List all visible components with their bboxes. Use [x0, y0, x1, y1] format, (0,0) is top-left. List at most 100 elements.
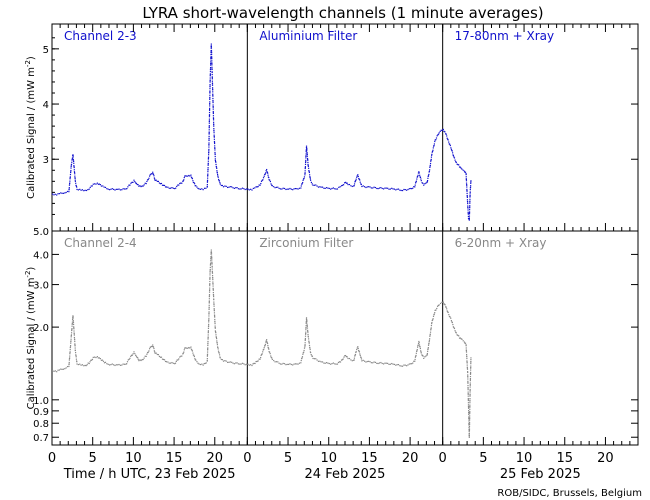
data-point	[366, 360, 368, 363]
data-point	[254, 362, 256, 365]
data-point	[206, 179, 209, 181]
data-point	[181, 182, 183, 184]
data-point	[412, 362, 414, 364]
y-tick-label: 3.0	[33, 281, 49, 292]
data-point	[449, 144, 451, 147]
data-point	[308, 338, 310, 340]
data-point	[203, 363, 205, 365]
data-point	[211, 265, 213, 267]
data-point	[214, 331, 217, 333]
data-point	[273, 359, 275, 362]
x-tick-label: 5	[89, 451, 97, 466]
data-point	[58, 369, 60, 371]
data-point	[290, 363, 292, 366]
data-point	[147, 178, 149, 181]
y-tick-label: 5.0	[33, 227, 49, 238]
data-point	[74, 347, 76, 349]
data-point	[126, 363, 128, 365]
data-point	[65, 191, 67, 194]
data-point	[214, 326, 216, 329]
data-point	[210, 49, 213, 52]
data-point	[373, 186, 375, 188]
data-point	[137, 184, 139, 186]
data-point	[226, 361, 229, 363]
data-point	[270, 356, 272, 358]
data-point	[212, 117, 215, 119]
data-point	[210, 258, 212, 260]
data-point	[469, 207, 471, 209]
data-point	[317, 186, 320, 188]
data-point	[60, 368, 62, 370]
data-point	[60, 192, 62, 194]
data-point	[208, 313, 210, 315]
data-point	[433, 313, 435, 315]
data-point	[470, 357, 472, 359]
data-point	[342, 358, 344, 360]
data-point	[213, 314, 216, 316]
data-point	[145, 355, 147, 357]
data-point	[207, 342, 209, 344]
data-point	[70, 171, 72, 173]
data-point	[335, 363, 337, 365]
data-point	[99, 184, 102, 186]
data-point	[216, 344, 219, 346]
data-point	[208, 142, 210, 144]
data-point	[248, 189, 250, 191]
data-point	[285, 364, 287, 366]
data-point	[90, 359, 92, 361]
data-point	[309, 174, 311, 176]
data-point	[277, 186, 279, 188]
data-point	[188, 346, 190, 349]
data-point	[95, 356, 97, 359]
data-point	[306, 323, 308, 325]
data-point	[213, 124, 215, 126]
data-point	[239, 188, 241, 190]
data-point	[338, 361, 341, 363]
data-point	[279, 363, 282, 365]
data-point	[209, 86, 211, 88]
data-point	[255, 360, 257, 363]
data-point	[270, 183, 272, 185]
data-point	[395, 364, 397, 366]
data-point	[210, 256, 212, 258]
data-point	[466, 355, 468, 357]
data-point	[150, 173, 152, 175]
data-point	[135, 182, 138, 185]
data-point	[431, 322, 433, 324]
data-point	[134, 353, 136, 355]
data-point	[199, 188, 202, 190]
data-point	[212, 95, 214, 97]
data-point	[434, 309, 436, 311]
data-point	[211, 257, 213, 259]
data-point	[268, 351, 270, 353]
data-point	[469, 391, 471, 393]
data-point	[74, 177, 76, 179]
data-point	[259, 184, 261, 186]
data-point	[208, 300, 210, 302]
data-point	[305, 151, 307, 153]
data-point	[427, 175, 429, 177]
data-point	[265, 170, 267, 172]
data-point	[415, 181, 417, 183]
data-point	[315, 358, 317, 360]
data-point	[305, 159, 307, 161]
data-point	[161, 184, 164, 186]
data-point	[301, 358, 303, 360]
data-point	[350, 185, 352, 187]
data-point	[426, 181, 428, 184]
data-point	[260, 182, 262, 185]
data-point	[97, 183, 99, 185]
data-point	[278, 187, 280, 190]
data-point	[212, 106, 214, 108]
data-point	[466, 361, 468, 363]
data-point	[182, 352, 184, 354]
data-point	[226, 186, 229, 189]
data-point	[202, 189, 204, 191]
data-point	[209, 266, 211, 269]
data-point	[145, 183, 147, 185]
data-point	[216, 338, 218, 340]
data-point	[307, 163, 309, 166]
data-point	[190, 348, 193, 350]
data-point	[94, 183, 96, 185]
data-point	[196, 186, 198, 188]
